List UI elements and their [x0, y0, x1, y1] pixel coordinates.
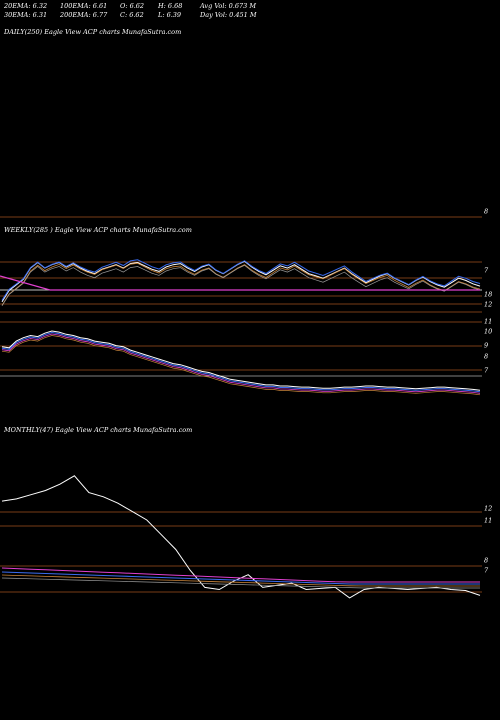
- weekly-tick-label: 9: [484, 342, 488, 350]
- monthly-panel-label: MONTHLY(47) Eagle View ACP charts Munafa…: [4, 426, 193, 434]
- ema20-label: 20EMA: 6.32: [4, 2, 48, 10]
- day-vol-label: Day Vol: 0.451 M: [200, 11, 257, 19]
- monthly-ema-blue: [1, 571, 480, 585]
- weekly-tick-label: 7: [484, 267, 489, 275]
- weekly-tick-label: 7: [484, 367, 489, 375]
- monthly-tick-label: 11: [484, 517, 492, 525]
- high-label: H: 6.68: [158, 2, 183, 10]
- weekly-ema-magenta: [0, 275, 480, 291]
- avg-vol-label: Avg Vol: 0.673 M: [200, 2, 257, 10]
- open-label: O: 6.62: [120, 2, 145, 10]
- weekly-price-lower: [1, 330, 481, 391]
- weekly-ema-magenta-lower: [1, 333, 481, 394]
- daily-tick-label: 8: [484, 208, 488, 216]
- weekly-ema-blue: [1, 259, 481, 301]
- weekly-ema-orange-lower: [1, 335, 481, 396]
- ema100-label: 100EMA: 6.61: [60, 2, 108, 10]
- weekly-panel-label: WEEKLY(285 ) Eagle View ACP charts Munaf…: [4, 226, 192, 234]
- low-label: L: 6.39: [158, 11, 182, 19]
- monthly-ema-gray: [1, 577, 480, 589]
- weekly-tick-label: 12: [484, 301, 492, 309]
- weekly-tick-label: 8: [484, 353, 488, 361]
- weekly-tick-label: 18: [484, 291, 492, 299]
- monthly-ema-orange: [1, 574, 480, 587]
- daily-panel-label: DAILY(250) Eagle View ACP charts MunafaS…: [4, 28, 182, 36]
- ema200-label: 200EMA: 6.77: [60, 11, 108, 19]
- weekly-tick-label: 10: [484, 328, 492, 336]
- monthly-tick-label: 12: [484, 505, 492, 513]
- ema30-label: 30EMA: 6.31: [4, 11, 48, 19]
- monthly-ema-magenta: [1, 567, 480, 583]
- weekly-tick-label: 11: [484, 318, 492, 326]
- monthly-price: [1, 475, 481, 599]
- weekly-ema-orange: [1, 262, 481, 306]
- monthly-tick-label: 7: [484, 567, 489, 575]
- close-label: C: 6.62: [120, 11, 144, 19]
- weekly-ema-blue-lower: [1, 331, 481, 393]
- weekly-ema-gray: [1, 264, 481, 306]
- monthly-tick-label: 8: [484, 557, 488, 565]
